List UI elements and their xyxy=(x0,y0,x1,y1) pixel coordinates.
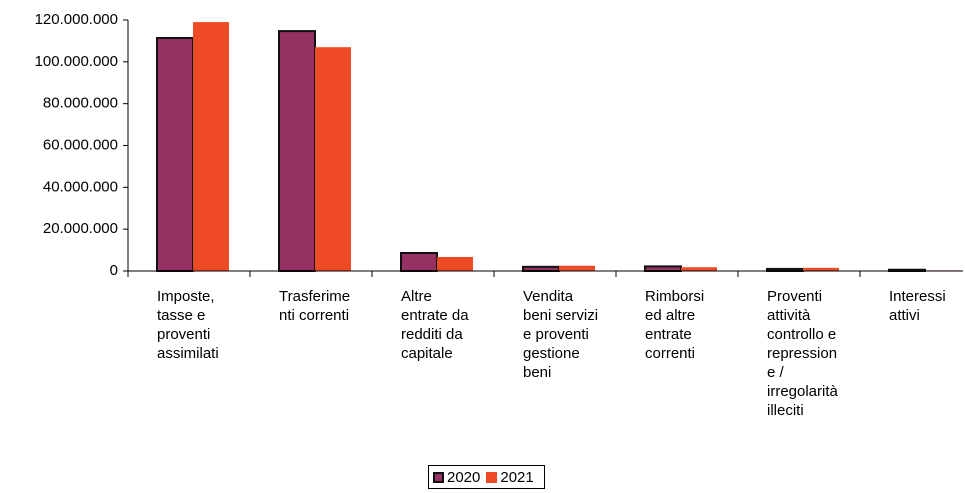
bar xyxy=(681,267,717,271)
x-tick-label: Rimborsi ed altre entrate correnti xyxy=(645,288,705,362)
x-tick-label: Vendita beni servizi e proventi gestione… xyxy=(523,288,599,381)
x-tick-label: Interessi attivi xyxy=(889,288,946,324)
y-tick-label: 60.000.000 xyxy=(43,136,118,153)
bar xyxy=(193,22,229,271)
legend: 2020 2021 xyxy=(428,465,545,489)
bar xyxy=(156,36,194,273)
legend-label: 2021 xyxy=(500,468,534,486)
bar xyxy=(644,265,682,273)
y-tick-label: 20.000.000 xyxy=(43,220,118,237)
y-tick-label: 80.000.000 xyxy=(43,95,118,112)
y-tick-label: 100.000.000 xyxy=(35,53,118,70)
y-tick-label: 40.000.000 xyxy=(43,178,118,195)
bar xyxy=(400,252,438,273)
x-tick-label: Altre entrate da redditi da capitale xyxy=(401,288,469,362)
bar xyxy=(437,256,473,271)
legend-swatch xyxy=(433,471,444,483)
x-tick-label: Trasferime nti correnti xyxy=(279,288,351,324)
bar xyxy=(559,265,595,271)
bar xyxy=(315,47,351,271)
legend-swatch xyxy=(486,471,498,483)
x-tick-label: Proventi attività controllo e repression… xyxy=(767,288,838,419)
bar xyxy=(278,30,316,273)
y-tick-label: 0 xyxy=(110,262,118,279)
x-tick-label: Imposte, tasse e proventi assimilati xyxy=(157,288,219,362)
bar xyxy=(803,267,839,271)
y-tick-label: 120.000.000 xyxy=(35,11,118,28)
bar xyxy=(522,265,560,273)
legend-label: 2020 xyxy=(447,468,481,486)
